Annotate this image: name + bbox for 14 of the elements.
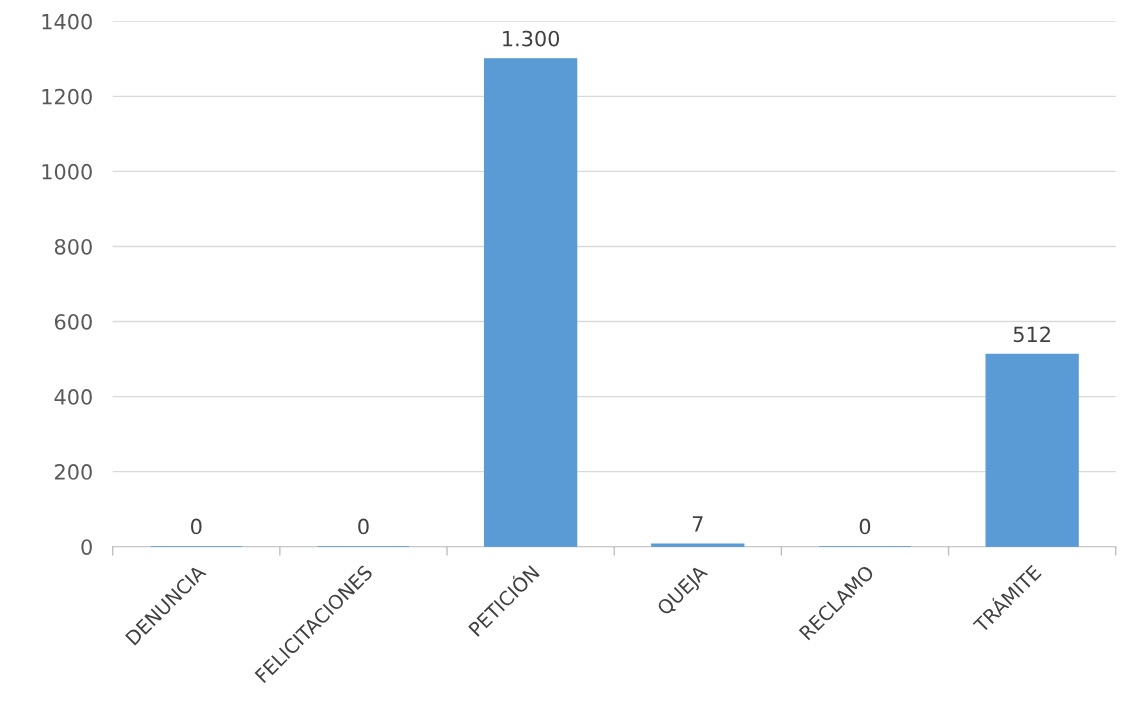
y-tick-label: 400 (54, 389, 92, 405)
y-tick-label: 0 (81, 539, 92, 555)
data-label: 7 (692, 516, 703, 532)
y-tick-label: 1400 (42, 13, 92, 30)
data-label: 0 (358, 518, 369, 535)
y-tick-label: 1000 (42, 163, 92, 180)
data-label: 1.300 (503, 30, 560, 47)
y-tick-label: 600 (54, 313, 92, 330)
data-label: 512 (1013, 326, 1050, 343)
data-label: 0 (859, 518, 871, 535)
data-label: 0 (191, 518, 202, 535)
y-tick-label: 200 (55, 464, 92, 480)
y-tick-label: 1200 (42, 88, 92, 105)
y-tick-label: 800 (54, 238, 92, 255)
